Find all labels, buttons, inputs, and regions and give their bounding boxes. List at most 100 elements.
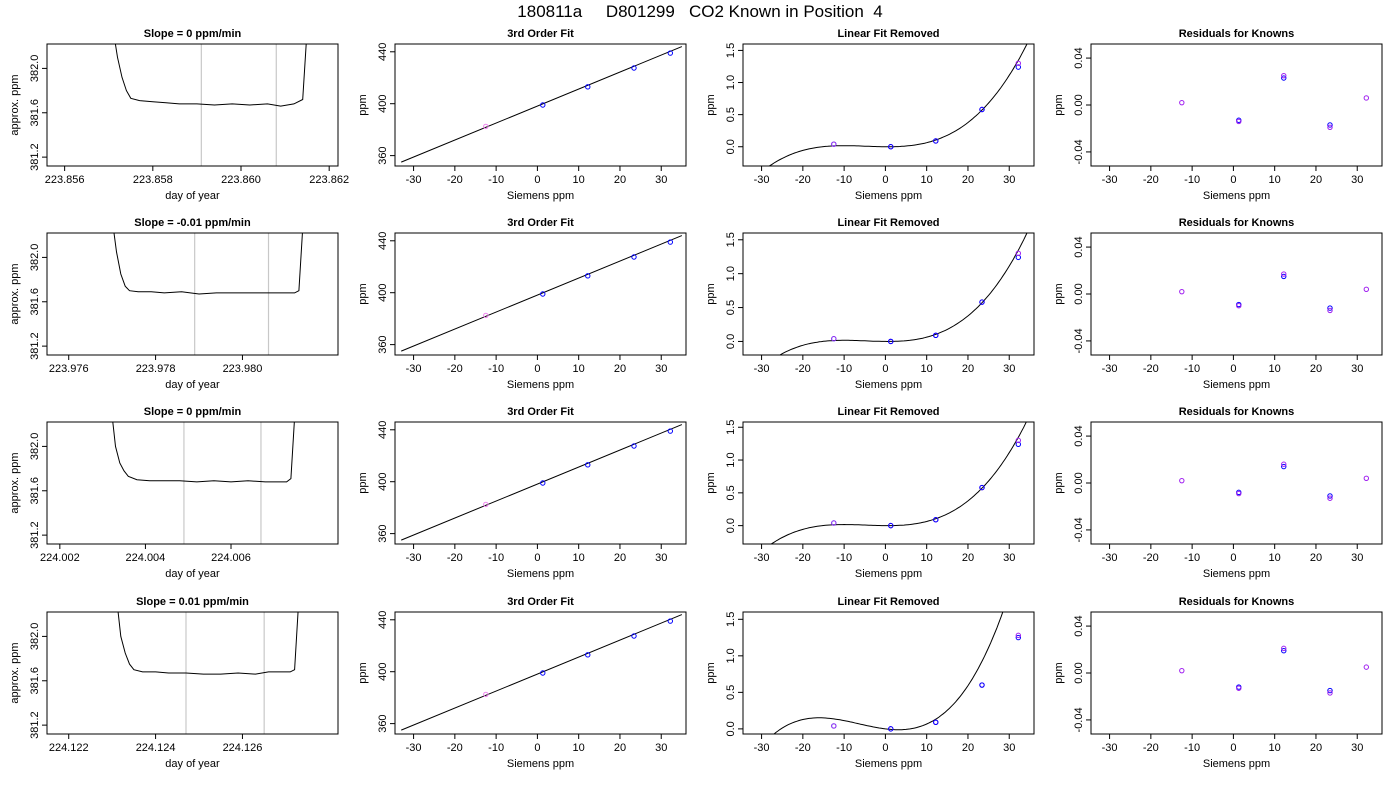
y-tick-label: 1.5: [725, 420, 737, 435]
x-tick-label: 30: [1351, 742, 1363, 754]
x-tick-label: -20: [1143, 174, 1159, 186]
x-tick-label: 20: [1310, 742, 1322, 754]
y-tick-label: 0.04: [1073, 236, 1085, 257]
data-point: [1179, 477, 1185, 484]
data-point: [888, 522, 894, 529]
chart-title: Residuals for Knowns: [1179, 217, 1295, 229]
x-tick-label: -30: [1102, 552, 1118, 564]
chart-title: Residuals for Knowns: [1179, 406, 1295, 418]
x-axis-label: Siemens ppm: [855, 568, 922, 580]
y-axis-label: ppm: [705, 472, 717, 493]
x-tick-label: -20: [795, 174, 811, 186]
y-axis-label: ppm: [705, 283, 717, 304]
chart-title: 3rd Order Fit: [507, 28, 574, 40]
chart-panel-linres-3: Linear Fit Removed -30 -20 -10 0 10 20 30 0.0 0.5…: [705, 406, 1035, 580]
data-point: [1015, 64, 1022, 70]
data-point: [483, 691, 489, 698]
fit-line: [401, 424, 683, 541]
data-point: [1363, 95, 1370, 101]
y-tick-label: 381.2: [29, 711, 41, 739]
x-tick-label: 0: [1230, 742, 1236, 754]
x-tick-label: -30: [406, 363, 422, 375]
x-tick-label: -20: [1143, 742, 1159, 754]
x-tick-label: -20: [795, 552, 811, 564]
x-tick-label: 30: [1351, 174, 1363, 186]
x-tick-label: -30: [754, 174, 770, 186]
y-axis-label: approx. ppm: [9, 452, 21, 513]
plot-area: [114, 44, 307, 166]
data-point: [540, 291, 546, 297]
chart-panel-fit-3: 3rd Order Fit -30 -20 -10 0 10 20 30 360 400 440 Si…: [357, 406, 687, 580]
y-tick-label: 382.0: [29, 55, 41, 83]
x-tick-label: 10: [1269, 552, 1281, 564]
plot-box: [394, 232, 687, 356]
x-tick-label: -10: [836, 552, 852, 564]
x-axis-label: Siemens ppm: [1203, 758, 1270, 770]
chart-panel-trace-2: Slope = -0.01 ppm/min 223.976 223.978 223.9…: [9, 217, 339, 391]
x-tick-label: 0: [534, 552, 540, 564]
x-tick-label: 30: [1003, 552, 1015, 564]
y-tick-label: 440: [377, 421, 389, 439]
x-tick-label: 20: [1310, 363, 1322, 375]
x-tick-label: -10: [1184, 363, 1200, 375]
data-point: [831, 141, 837, 147]
x-tick-label: -10: [1184, 174, 1200, 186]
data-point: [667, 239, 674, 245]
plot-box: [1090, 232, 1383, 356]
data-point: [1179, 288, 1185, 295]
chart-title: Slope = 0 ppm/min: [144, 406, 242, 418]
data-point: [1327, 307, 1333, 314]
plot-area: [112, 422, 295, 544]
plot-box: [394, 43, 687, 167]
x-tick-label: 30: [655, 363, 667, 375]
x-tick-label: 10: [921, 552, 933, 564]
x-axis-label: day of year: [165, 758, 220, 770]
data-point: [1015, 60, 1022, 66]
chart-title: Linear Fit Removed: [837, 596, 939, 608]
x-tick-label: 0: [1230, 552, 1236, 564]
plot-area: [768, 44, 1028, 166]
y-tick-label: 360: [377, 714, 389, 732]
x-tick-label: 224.124: [136, 742, 176, 754]
y-tick-label: 381.2: [29, 332, 41, 360]
y-tick-label: 0.5: [725, 485, 737, 500]
y-tick-label: 0.0: [725, 334, 737, 349]
plot-area: [113, 233, 303, 355]
x-tick-label: 0: [534, 174, 540, 186]
x-tick-label: 224.126: [223, 742, 263, 754]
chart-panel-fit-2: 3rd Order Fit -30 -20 -10 0 10 20 30 360 400 440 Si…: [357, 217, 687, 391]
x-tick-label: 20: [614, 552, 626, 564]
x-tick-label: 10: [921, 174, 933, 186]
plot-box: [742, 232, 1035, 356]
x-tick-label: 20: [962, 174, 974, 186]
y-tick-label: 1.0: [725, 452, 737, 467]
chart-panel-resid-1: Residuals for Knowns -30 -20 -10 0 10 20 30 -0.0…: [1053, 28, 1383, 202]
y-tick-label: -0.04: [1073, 517, 1085, 542]
data-point: [667, 618, 674, 624]
x-axis-label: Siemens ppm: [1203, 379, 1270, 391]
chart-panel-linres-2: Linear Fit Removed -30 -20 -10 0 10 20 30 0.0 0.5…: [705, 217, 1035, 391]
data-point: [1179, 667, 1185, 674]
data-point: [1281, 463, 1287, 470]
y-tick-label: 381.6: [29, 99, 41, 127]
y-axis-label: ppm: [357, 94, 369, 115]
x-tick-label: 10: [573, 742, 585, 754]
data-point: [933, 719, 939, 726]
cubic-fit-curve: [778, 233, 1028, 355]
y-tick-label: 1.5: [725, 232, 737, 247]
x-tick-label: 10: [573, 363, 585, 375]
data-point: [1015, 634, 1022, 641]
x-tick-label: -30: [1102, 363, 1118, 375]
y-tick-label: 382.0: [29, 433, 41, 461]
y-tick-label: 0.5: [725, 685, 737, 700]
x-tick-label: 223.976: [49, 363, 89, 375]
data-point: [631, 65, 637, 71]
y-axis-label: ppm: [1053, 472, 1065, 493]
x-tick-label: -20: [1143, 552, 1159, 564]
y-tick-label: 0.5: [725, 300, 737, 315]
x-tick-label: 224.004: [126, 552, 166, 564]
y-tick-label: 440: [377, 611, 389, 629]
y-tick-label: 381.6: [29, 477, 41, 505]
y-tick-label: 1.5: [725, 43, 737, 58]
data-point: [979, 299, 985, 305]
